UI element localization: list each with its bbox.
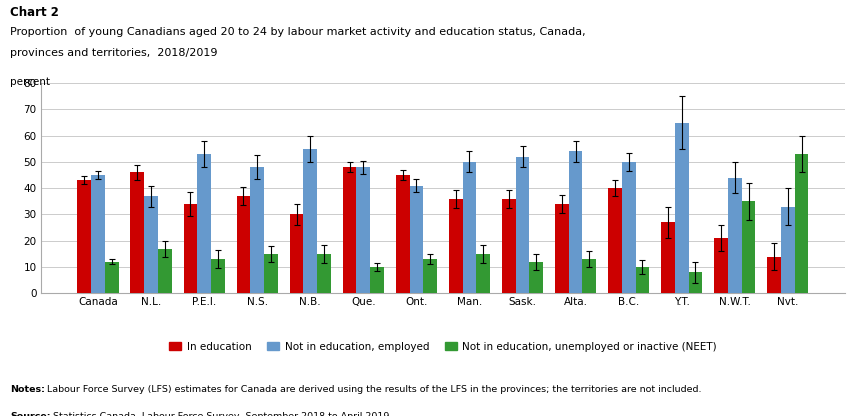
Bar: [396, 175, 409, 293]
Text: percent: percent: [10, 77, 50, 87]
Bar: [197, 154, 211, 293]
Bar: [529, 262, 543, 293]
Bar: [477, 254, 490, 293]
Bar: [767, 257, 781, 293]
Bar: [211, 259, 225, 293]
Bar: [237, 196, 250, 293]
Text: Proportion  of young Canadians aged 20 to 24 by labour market activity and educa: Proportion of young Canadians aged 20 to…: [10, 27, 585, 37]
Bar: [795, 154, 808, 293]
Bar: [264, 254, 278, 293]
Bar: [741, 201, 756, 293]
Legend: In education, Not in education, employed, Not in education, unemployed or inacti: In education, Not in education, employed…: [164, 337, 722, 356]
Bar: [105, 262, 119, 293]
Bar: [184, 204, 197, 293]
Bar: [555, 204, 568, 293]
Bar: [250, 167, 264, 293]
Bar: [568, 151, 582, 293]
Text: Notes:: Notes:: [10, 385, 45, 394]
Bar: [781, 207, 795, 293]
Bar: [158, 249, 172, 293]
Bar: [714, 238, 728, 293]
Text: provinces and territories,  2018/2019: provinces and territories, 2018/2019: [10, 48, 218, 58]
Text: Source:: Source:: [10, 412, 51, 416]
Bar: [502, 199, 516, 293]
Bar: [145, 196, 158, 293]
Bar: [688, 272, 702, 293]
Bar: [289, 215, 304, 293]
Bar: [409, 186, 423, 293]
Bar: [370, 267, 384, 293]
Bar: [304, 149, 317, 293]
Text: Labour Force Survey (LFS) estimates for Canada are derived using the results of : Labour Force Survey (LFS) estimates for …: [44, 385, 702, 394]
Bar: [728, 178, 741, 293]
Bar: [448, 199, 463, 293]
Bar: [608, 188, 622, 293]
Bar: [343, 167, 357, 293]
Bar: [516, 157, 529, 293]
Bar: [77, 181, 91, 293]
Bar: [130, 173, 145, 293]
Bar: [357, 167, 370, 293]
Bar: [317, 254, 331, 293]
Text: Chart 2: Chart 2: [10, 6, 59, 19]
Text: Statistics Canada, Labour Force Survey, September 2018 to April 2019.: Statistics Canada, Labour Force Survey, …: [50, 412, 392, 416]
Bar: [582, 259, 597, 293]
Bar: [661, 223, 675, 293]
Bar: [622, 162, 636, 293]
Bar: [91, 175, 105, 293]
Bar: [636, 267, 649, 293]
Bar: [675, 123, 688, 293]
Bar: [463, 162, 477, 293]
Bar: [423, 259, 437, 293]
